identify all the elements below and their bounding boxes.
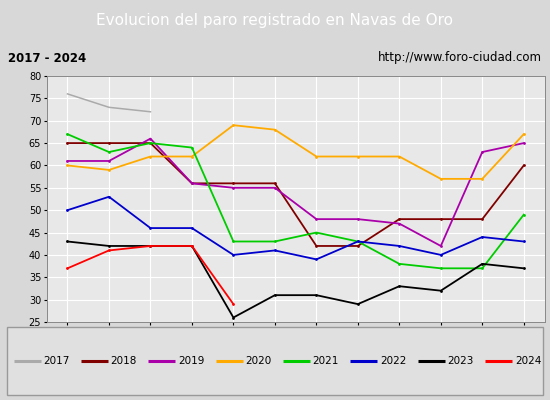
Text: 2020: 2020: [245, 356, 272, 366]
Text: Evolucion del paro registrado en Navas de Oro: Evolucion del paro registrado en Navas d…: [96, 14, 454, 28]
Text: 2024: 2024: [515, 356, 541, 366]
Text: 2019: 2019: [178, 356, 205, 366]
Text: 2018: 2018: [111, 356, 137, 366]
Text: 2022: 2022: [380, 356, 406, 366]
Text: 2017 - 2024: 2017 - 2024: [8, 52, 86, 64]
Text: 2023: 2023: [448, 356, 474, 366]
Text: http://www.foro-ciudad.com: http://www.foro-ciudad.com: [378, 52, 542, 64]
FancyBboxPatch shape: [7, 327, 543, 395]
Text: 2017: 2017: [43, 356, 70, 366]
Text: 2021: 2021: [313, 356, 339, 366]
